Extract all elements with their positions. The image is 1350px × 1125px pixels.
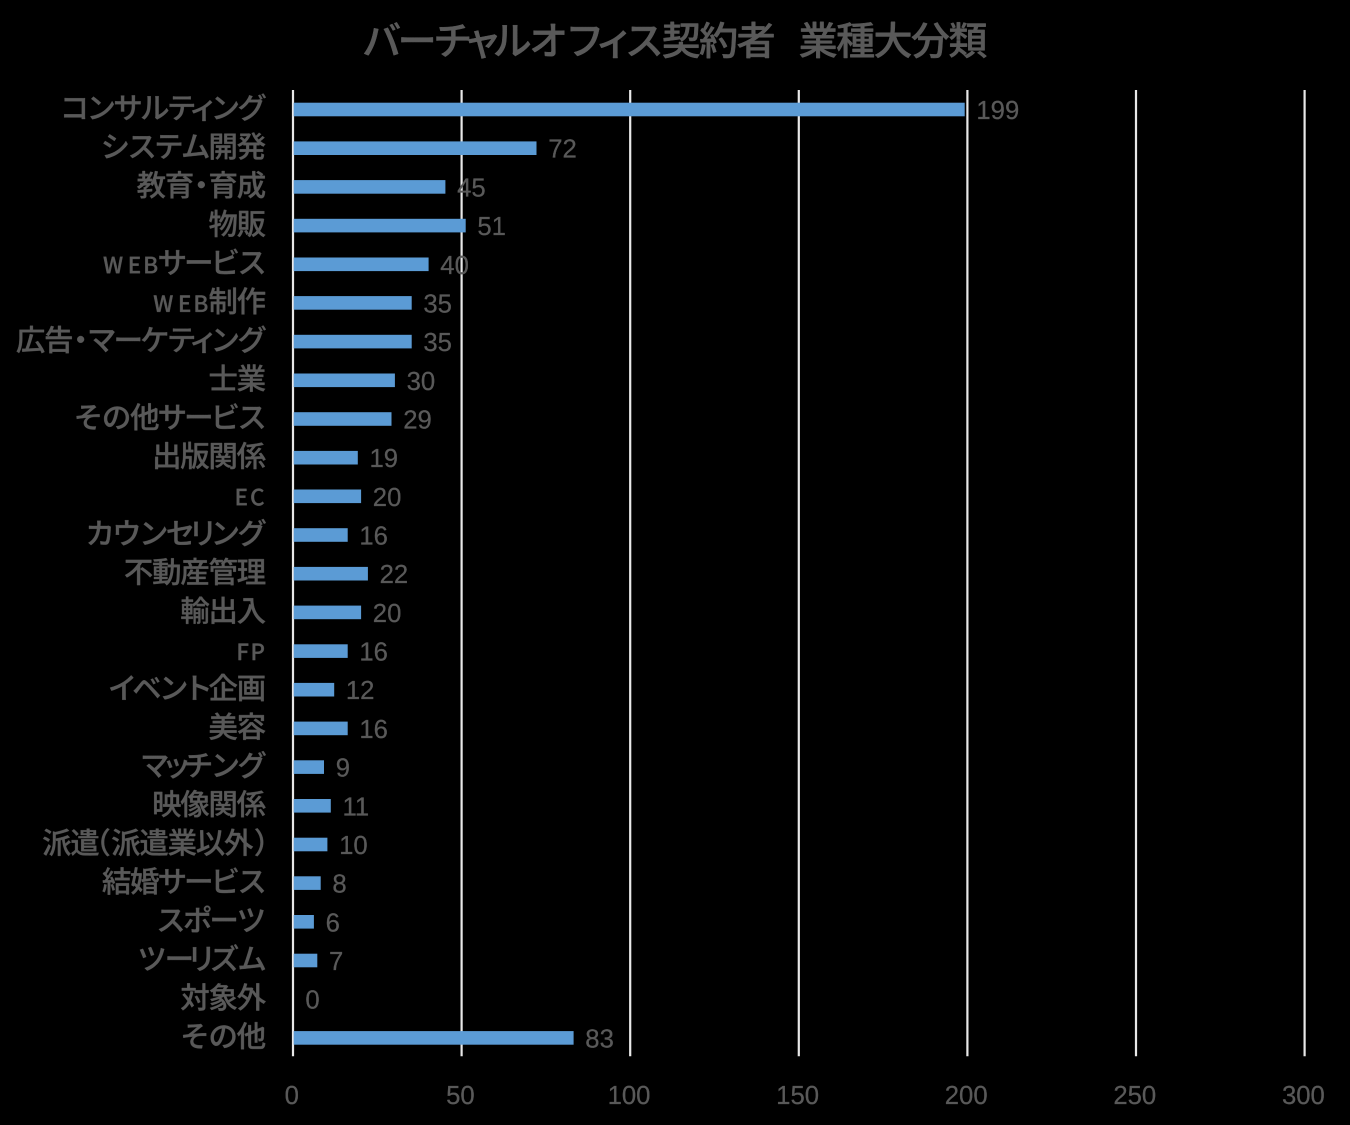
svg-text:150: 150 [776, 1082, 819, 1110]
svg-text:30: 30 [407, 368, 436, 396]
svg-text:83: 83 [585, 1025, 614, 1053]
svg-text:8: 8 [332, 871, 346, 899]
svg-text:16: 16 [359, 523, 388, 551]
svg-text:29: 29 [403, 407, 432, 435]
svg-text:45: 45 [457, 174, 486, 202]
svg-text:12: 12 [346, 677, 375, 705]
svg-text:20: 20 [373, 600, 402, 628]
svg-text:100: 100 [608, 1082, 651, 1110]
svg-text:50: 50 [446, 1082, 475, 1110]
svg-text:250: 250 [1113, 1082, 1156, 1110]
svg-text:22: 22 [380, 561, 409, 589]
svg-text:9: 9 [336, 755, 350, 783]
svg-text:35: 35 [423, 290, 452, 318]
svg-text:16: 16 [359, 716, 388, 744]
svg-text:0: 0 [305, 987, 319, 1015]
svg-text:16: 16 [359, 639, 388, 667]
svg-text:10: 10 [339, 832, 368, 860]
svg-text:0: 0 [285, 1082, 299, 1110]
svg-text:300: 300 [1282, 1082, 1325, 1110]
svg-text:35: 35 [423, 329, 452, 357]
svg-text:11: 11 [343, 793, 370, 821]
svg-text:19: 19 [370, 445, 399, 473]
svg-text:51: 51 [477, 213, 506, 241]
svg-text:199: 199 [976, 97, 1019, 125]
svg-text:6: 6 [326, 909, 340, 937]
svg-text:200: 200 [945, 1082, 988, 1110]
svg-text:40: 40 [440, 252, 469, 280]
svg-text:20: 20 [373, 484, 402, 512]
svg-text:7: 7 [329, 948, 343, 976]
svg-text:72: 72 [548, 136, 577, 164]
